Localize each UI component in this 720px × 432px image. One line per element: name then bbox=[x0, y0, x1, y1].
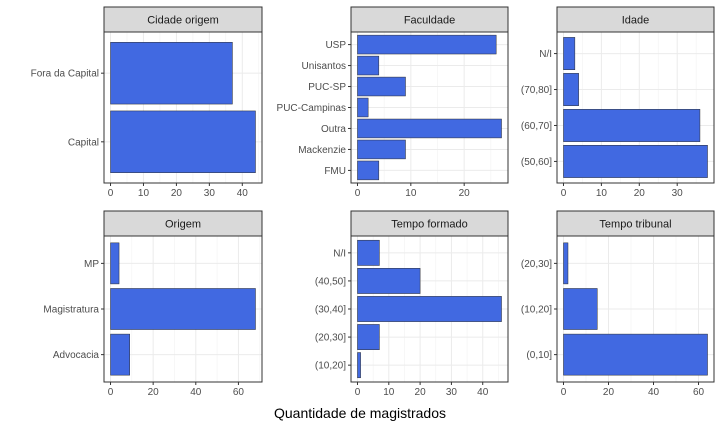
y-tick-label: FMU bbox=[324, 166, 346, 177]
x-tick-label: 20 bbox=[459, 188, 471, 199]
x-tick-label: 30 bbox=[204, 188, 216, 199]
bar bbox=[357, 139, 406, 160]
x-tick-label: 30 bbox=[446, 387, 458, 398]
x-tick-label: 30 bbox=[672, 188, 684, 199]
x-tick-label: 20 bbox=[634, 188, 646, 199]
x-tick-label: 0 bbox=[561, 387, 567, 398]
x-tick-label: 20 bbox=[603, 387, 615, 398]
facet-title: Cidade origem bbox=[147, 15, 219, 27]
x-tick-label: 60 bbox=[233, 387, 245, 398]
facet-title: Faculdade bbox=[404, 15, 455, 27]
x-tick-label: 40 bbox=[477, 387, 489, 398]
y-tick-label: N/I bbox=[539, 49, 552, 60]
x-tick-label: 40 bbox=[648, 387, 660, 398]
x-tick-label: 10 bbox=[138, 188, 150, 199]
bar bbox=[357, 55, 380, 76]
facet-strip bbox=[556, 6, 715, 33]
bar bbox=[563, 73, 579, 106]
y-tick-label: PUC-Campinas bbox=[277, 103, 346, 114]
y-tick-label: Fora da Capital bbox=[31, 69, 99, 80]
y-tick-label: USP bbox=[325, 40, 346, 51]
bar bbox=[110, 42, 233, 105]
panel-border bbox=[556, 31, 715, 184]
bar bbox=[357, 34, 497, 55]
bar bbox=[563, 333, 708, 376]
y-tick-label: Advocacia bbox=[53, 350, 100, 361]
bar bbox=[110, 242, 120, 285]
y-tick-label: (10,20] bbox=[315, 361, 346, 372]
y-tick-label: (60,70] bbox=[521, 121, 552, 132]
bar bbox=[357, 268, 421, 294]
x-tick-label: 60 bbox=[693, 387, 705, 398]
bar bbox=[563, 288, 598, 330]
bar bbox=[357, 239, 380, 266]
y-tick-label: MP bbox=[84, 259, 99, 270]
y-tick-label: Capital bbox=[68, 137, 99, 148]
facet-strip bbox=[350, 210, 509, 237]
bar bbox=[357, 76, 406, 97]
y-tick-label: (50,60] bbox=[521, 157, 552, 168]
facet-title: Idade bbox=[622, 15, 650, 27]
y-tick-label: (0,10] bbox=[526, 350, 552, 361]
x-tick-label: 10 bbox=[596, 188, 608, 199]
y-tick-label: (40,50] bbox=[315, 276, 346, 287]
y-tick-label: (20,30] bbox=[521, 259, 552, 270]
bar bbox=[357, 160, 380, 181]
x-tick-label: 10 bbox=[383, 387, 395, 398]
y-tick-label: (20,30] bbox=[315, 333, 346, 344]
bar bbox=[563, 109, 701, 142]
x-tick-label: 0 bbox=[108, 387, 114, 398]
panel-border bbox=[556, 235, 715, 383]
bar bbox=[357, 352, 361, 379]
x-tick-label: 20 bbox=[148, 387, 160, 398]
y-tick-label: (10,20] bbox=[521, 305, 552, 316]
x-tick-label: 20 bbox=[415, 387, 427, 398]
x-tick-label: 40 bbox=[237, 188, 249, 199]
y-tick-label: N/I bbox=[333, 248, 346, 259]
x-tick-label: 0 bbox=[561, 188, 567, 199]
y-tick-label: Outra bbox=[321, 124, 346, 135]
bar bbox=[357, 97, 369, 118]
panel-border bbox=[103, 235, 263, 383]
panel-border bbox=[350, 31, 509, 184]
bar bbox=[110, 333, 130, 376]
x-tick-label: 0 bbox=[355, 188, 361, 199]
bar bbox=[110, 110, 256, 173]
y-tick-label: PUC-SP bbox=[308, 82, 346, 93]
panel-border bbox=[103, 31, 263, 184]
facet-strip bbox=[103, 6, 263, 33]
bar bbox=[563, 145, 708, 178]
x-tick-label: 0 bbox=[355, 387, 361, 398]
y-tick-label: Magistratura bbox=[43, 305, 99, 316]
y-tick-label: Unisantos bbox=[302, 61, 346, 72]
bar bbox=[357, 296, 502, 322]
bar bbox=[563, 37, 576, 70]
bar bbox=[110, 288, 256, 330]
x-tick-label: 10 bbox=[405, 188, 417, 199]
y-tick-label: Mackenzie bbox=[298, 145, 346, 156]
bar bbox=[563, 242, 569, 285]
bar bbox=[357, 118, 502, 139]
facet-title: Origem bbox=[165, 219, 201, 231]
x-tick-label: 40 bbox=[190, 387, 202, 398]
facet-strip bbox=[350, 6, 509, 33]
y-tick-label: (30,40] bbox=[315, 305, 346, 316]
panel-border bbox=[350, 235, 509, 383]
bar bbox=[357, 324, 380, 350]
facet-title: Tempo formado bbox=[391, 219, 467, 231]
y-tick-label: (70,80] bbox=[521, 85, 552, 96]
x-tick-label: 20 bbox=[171, 188, 183, 199]
x-tick-label: 0 bbox=[108, 188, 114, 199]
x-axis-title: Quantidade de magistrados bbox=[274, 405, 446, 421]
facet-title: Tempo tribunal bbox=[599, 219, 671, 231]
facet-strip bbox=[103, 210, 263, 237]
